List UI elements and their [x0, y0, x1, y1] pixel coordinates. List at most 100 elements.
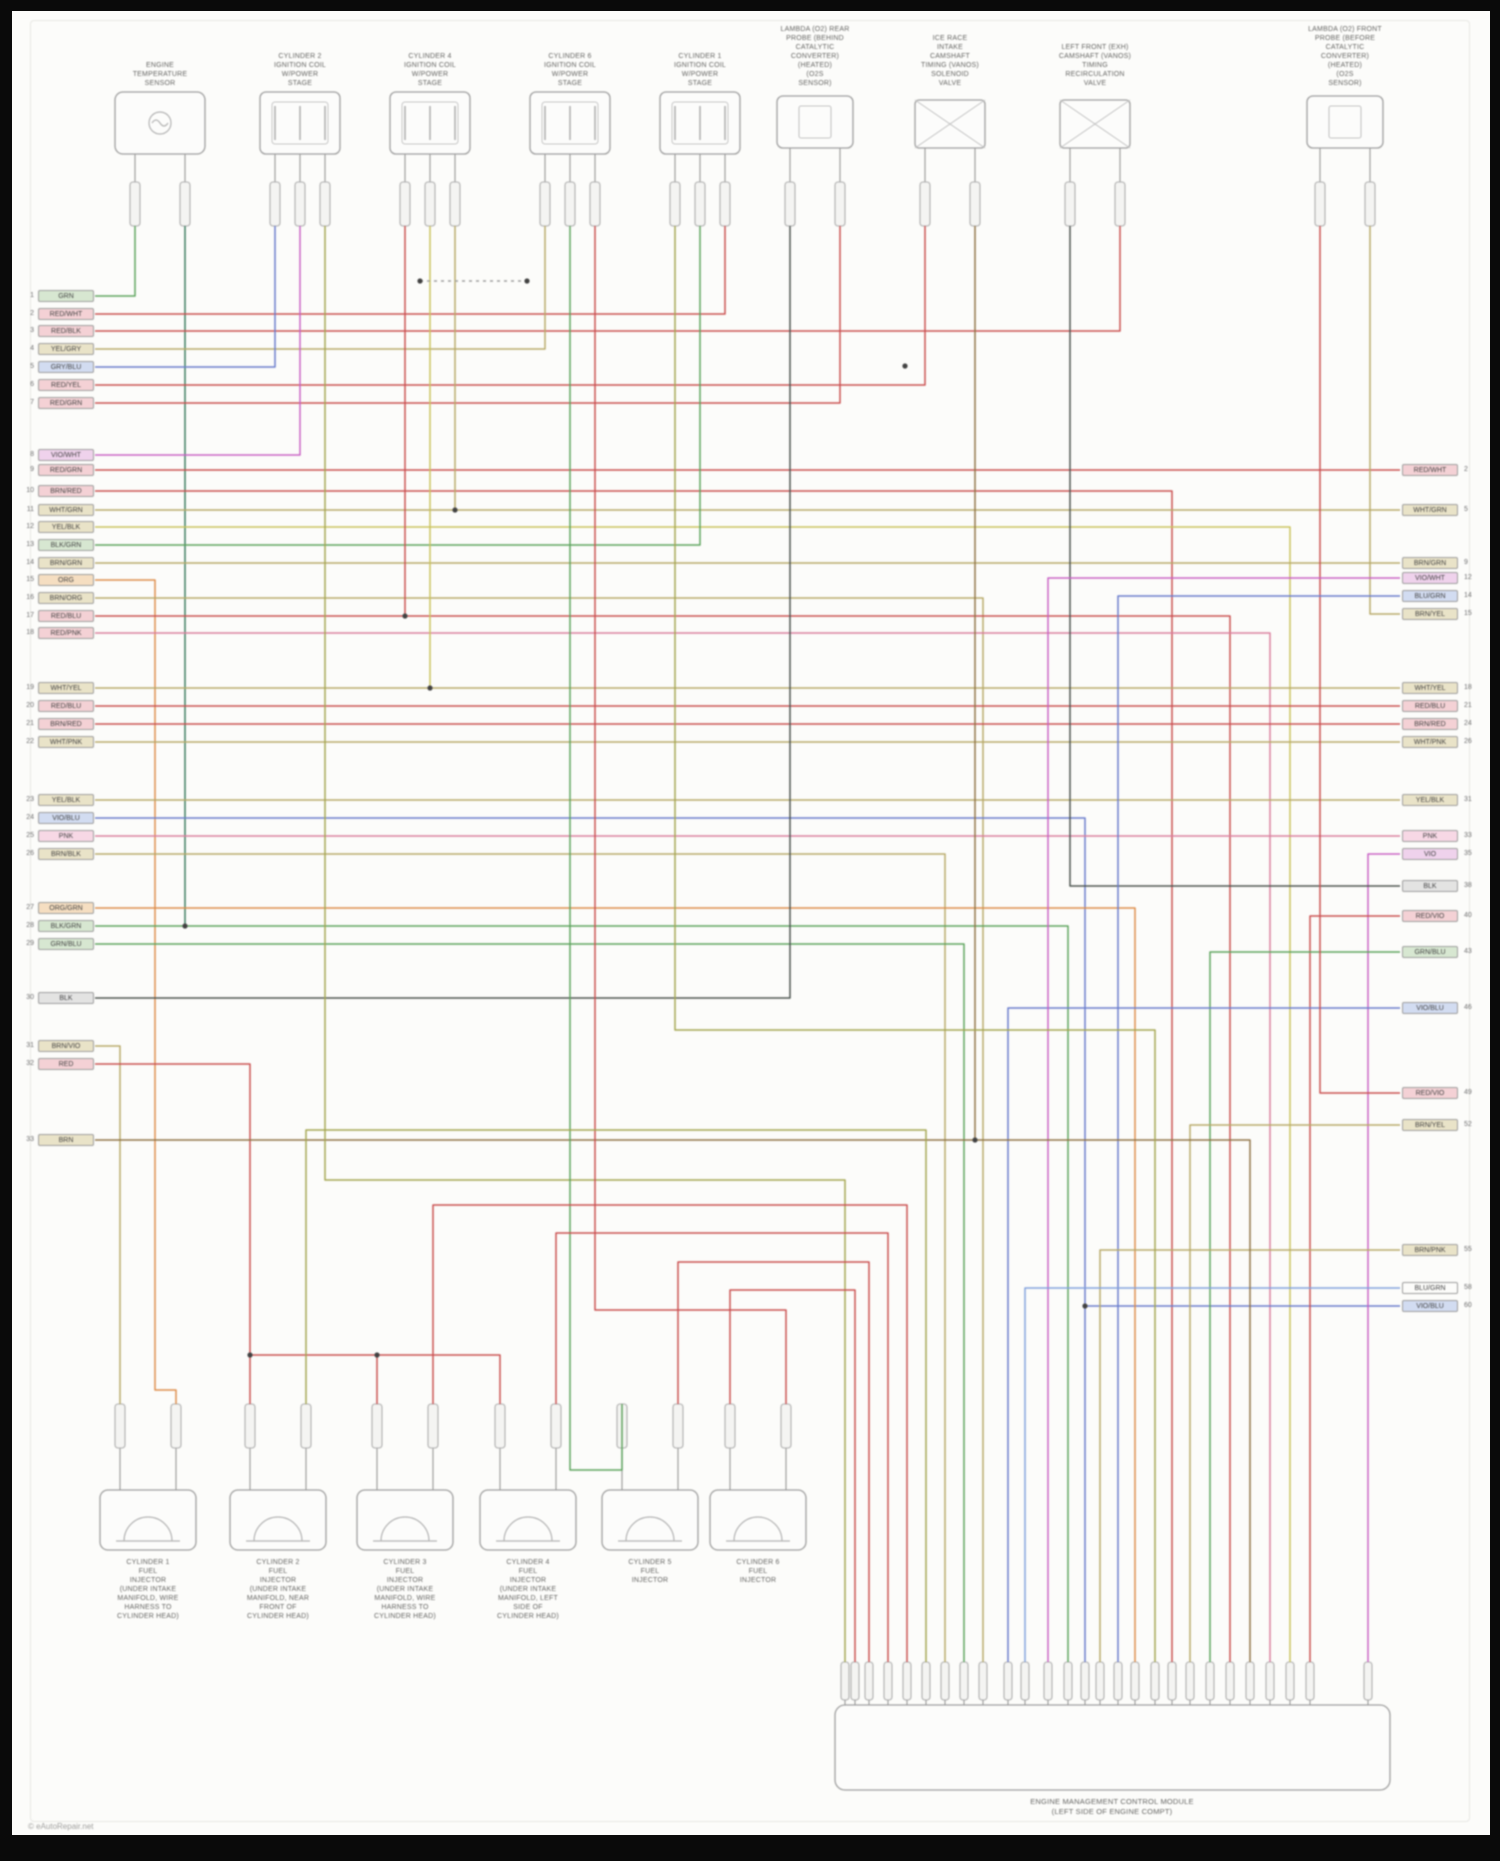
left-wire-color-label: RED/GRN: [38, 397, 94, 409]
left-pin-number: 19: [26, 684, 34, 691]
bottom-component-label: CYLINDER 4 FUEL INJECTOR (UNDER INTAKE M…: [497, 1559, 559, 1620]
left-wire-color-label: RED: [38, 1058, 94, 1070]
left-wire-color-label: BRN/BLK: [38, 848, 94, 860]
bottom-component-label: CYLINDER 6 FUEL INJECTOR: [736, 1559, 780, 1584]
left-pin-number: 18: [26, 629, 34, 636]
left-wire-color-label: YEL/BLK: [38, 521, 94, 533]
top-component-label: ICE RACE INTAKE CAMSHAFT TIMING (VANOS) …: [921, 35, 979, 87]
left-wire-color-label: BLK: [38, 992, 94, 1004]
left-pin-number: 7: [30, 399, 34, 406]
right-pin-number: 21: [1464, 702, 1472, 709]
left-pin-number: 1: [30, 292, 34, 299]
left-wire-color-label: BRN/RED: [38, 718, 94, 730]
right-pin-number: 35: [1464, 850, 1472, 857]
top-component-label: LAMBDA (O2) FRONT PROBE (BEFORE CATALYTI…: [1308, 26, 1382, 87]
right-wire-color-label: BLK: [1402, 880, 1458, 892]
left-wire-color-label: GRN: [38, 290, 94, 302]
right-pin-number: 5: [1464, 506, 1468, 513]
right-wire-color-label: RED/BLU: [1402, 700, 1458, 712]
right-pin-number: 46: [1464, 1004, 1472, 1011]
right-wire-color-label: VIO/BLU: [1402, 1300, 1458, 1312]
left-wire-color-label: YEL/BLK: [38, 794, 94, 806]
right-wire-color-label: GRN/BLU: [1402, 946, 1458, 958]
right-wire-color-label: BRN/YEL: [1402, 1119, 1458, 1131]
right-wire-color-label: BLU/GRN: [1402, 1282, 1458, 1294]
bottom-component-label: CYLINDER 3 FUEL INJECTOR (UNDER INTAKE M…: [374, 1559, 436, 1620]
right-pin-number: 43: [1464, 948, 1472, 955]
left-pin-number: 31: [26, 1042, 34, 1049]
bottom-component-label: CYLINDER 5 FUEL INJECTOR: [628, 1559, 672, 1584]
right-pin-number: 9: [1464, 559, 1468, 566]
left-wire-color-label: RED/BLK: [38, 325, 94, 337]
left-wire-color-label: RED/BLU: [38, 610, 94, 622]
left-wire-color-label: WHT/GRN: [38, 504, 94, 516]
top-component-label: ENGINE TEMPERATURE SENSOR: [132, 62, 188, 87]
top-component-label: CYLINDER 2 IGNITION COIL W/POWER STAGE: [274, 53, 326, 87]
left-pin-number: 10: [26, 487, 34, 494]
right-wire-color-label: WHT/PNK: [1402, 736, 1458, 748]
left-pin-number: 16: [26, 594, 34, 601]
left-wire-color-label: RED/PNK: [38, 627, 94, 639]
watermark-text: © eAutoRepair.net: [28, 1822, 94, 1831]
right-wire-color-label: BRN/GRN: [1402, 557, 1458, 569]
left-wire-color-label: ORG/GRN: [38, 902, 94, 914]
right-wire-color-label: WHT/GRN: [1402, 504, 1458, 516]
left-pin-number: 11: [26, 506, 34, 513]
right-wire-color-label: BRN/PNK: [1402, 1244, 1458, 1256]
left-pin-number: 5: [30, 363, 34, 370]
left-wire-color-label: BLK/GRN: [38, 539, 94, 551]
right-pin-number: 58: [1464, 1284, 1472, 1291]
left-wire-color-label: ORG: [38, 574, 94, 586]
left-pin-number: 15: [26, 576, 34, 583]
left-pin-number: 3: [30, 327, 34, 334]
left-pin-number: 33: [26, 1136, 34, 1143]
left-wire-color-label: GRN/BLU: [38, 938, 94, 950]
left-wire-color-label: PNK: [38, 830, 94, 842]
right-pin-number: 14: [1464, 592, 1472, 599]
right-wire-color-label: RED/VIO: [1402, 1087, 1458, 1099]
left-pin-number: 23: [26, 796, 34, 803]
left-wire-color-label: WHT/YEL: [38, 682, 94, 694]
right-pin-number: 38: [1464, 882, 1472, 889]
left-pin-number: 14: [26, 559, 34, 566]
right-wire-color-label: WHT/YEL: [1402, 682, 1458, 694]
left-pin-number: 20: [26, 702, 34, 709]
right-wire-color-label: VIO/WHT: [1402, 572, 1458, 584]
left-wire-color-label: BRN/ORG: [38, 592, 94, 604]
right-wire-color-label: VIO: [1402, 848, 1458, 860]
left-pin-number: 4: [30, 345, 34, 352]
left-wire-color-label: RED/WHT: [38, 308, 94, 320]
right-wire-color-label: PNK: [1402, 830, 1458, 842]
left-pin-number: 2: [30, 310, 34, 317]
left-pin-number: 30: [26, 994, 34, 1001]
left-pin-number: 13: [26, 541, 34, 548]
right-wire-color-label: RED/WHT: [1402, 464, 1458, 476]
right-pin-number: 15: [1464, 610, 1472, 617]
left-pin-number: 32: [26, 1060, 34, 1067]
left-wire-color-label: WHT/PNK: [38, 736, 94, 748]
top-component-label: CYLINDER 4 IGNITION COIL W/POWER STAGE: [404, 53, 456, 87]
bottom-component-label: CYLINDER 1 FUEL INJECTOR (UNDER INTAKE M…: [117, 1559, 179, 1620]
left-pin-number: 12: [26, 523, 34, 530]
left-pin-number: 17: [26, 612, 34, 619]
left-wire-color-label: VIO/WHT: [38, 449, 94, 461]
right-pin-number: 31: [1464, 796, 1472, 803]
left-wire-color-label: BLK/GRN: [38, 920, 94, 932]
left-pin-number: 8: [30, 451, 34, 458]
right-wire-color-label: BRN/YEL: [1402, 608, 1458, 620]
right-wire-color-label: RED/VIO: [1402, 910, 1458, 922]
sheet-inner-border: [30, 20, 1470, 1822]
right-wire-color-label: BRN/RED: [1402, 718, 1458, 730]
right-pin-number: 2: [1464, 466, 1468, 473]
left-wire-color-label: RED/YEL: [38, 379, 94, 391]
top-component-label: CYLINDER 1 IGNITION COIL W/POWER STAGE: [674, 53, 726, 87]
right-wire-color-label: BLU/GRN: [1402, 590, 1458, 602]
ecm-label: ENGINE MANAGEMENT CONTROL MODULE (LEFT S…: [1030, 1797, 1194, 1816]
right-pin-number: 52: [1464, 1121, 1472, 1128]
left-wire-color-label: BRN/RED: [38, 485, 94, 497]
right-pin-number: 49: [1464, 1089, 1472, 1096]
left-wire-color-label: BRN: [38, 1134, 94, 1146]
